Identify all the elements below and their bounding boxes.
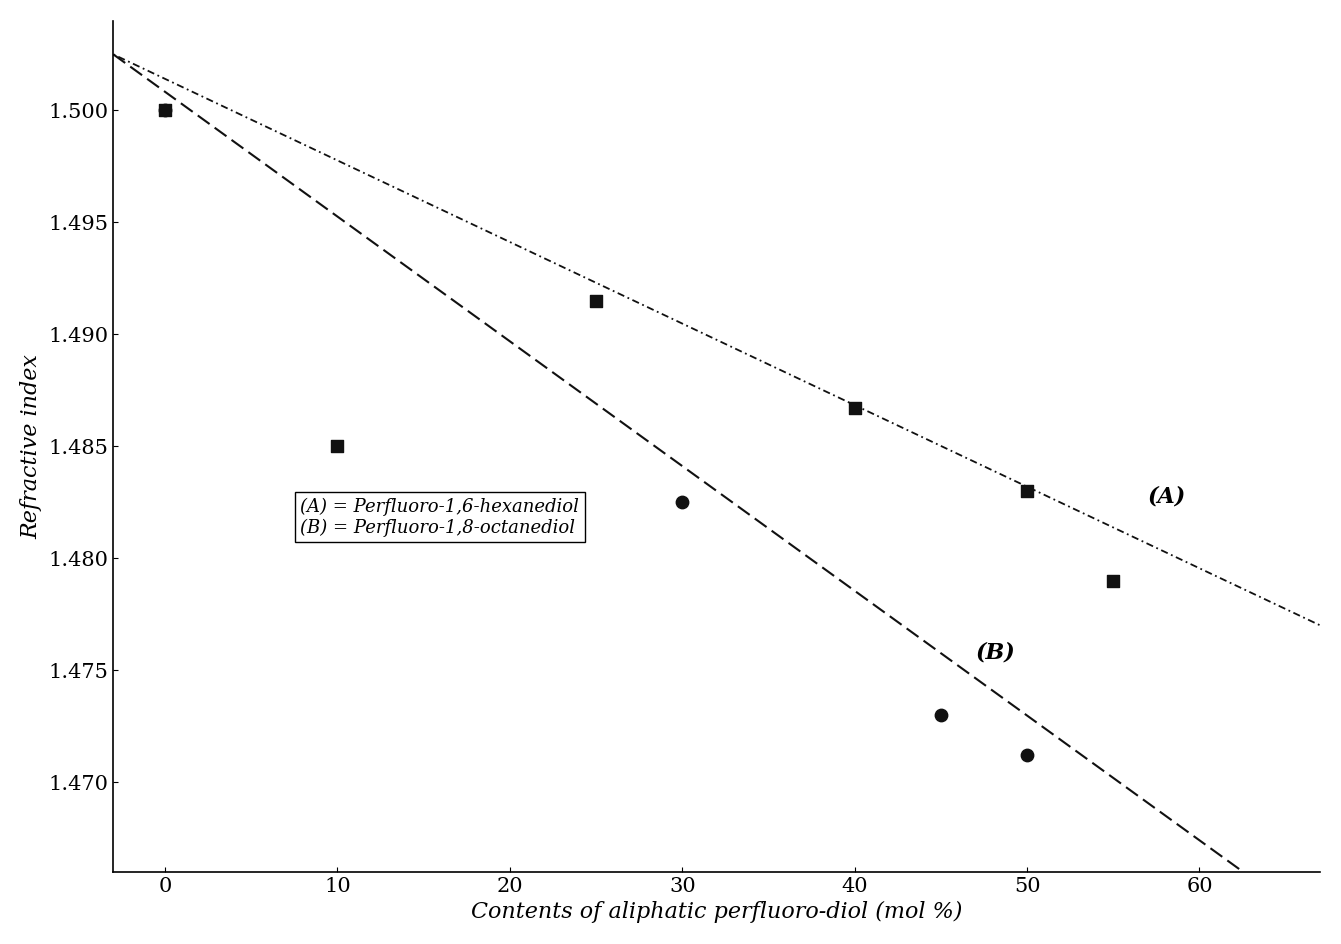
Point bbox=[672, 495, 693, 510]
Text: (A) = Perfluoro-1,6-hexanediol
(B) = Perfluoro-1,8-octanediol: (A) = Perfluoro-1,6-hexanediol (B) = Per… bbox=[300, 497, 579, 536]
Point bbox=[154, 103, 176, 118]
Point bbox=[931, 707, 952, 722]
Text: (A): (A) bbox=[1148, 485, 1185, 507]
X-axis label: Contents of aliphatic perfluoro-diol (mol %): Contents of aliphatic perfluoro-diol (mo… bbox=[471, 902, 963, 923]
Point bbox=[1102, 573, 1124, 588]
Point bbox=[327, 439, 349, 454]
Y-axis label: Refractive index: Refractive index bbox=[21, 354, 43, 539]
Point bbox=[1016, 483, 1038, 498]
Point bbox=[154, 103, 176, 118]
Point bbox=[843, 400, 865, 415]
Text: (B): (B) bbox=[975, 642, 1015, 664]
Point bbox=[1016, 748, 1038, 763]
Point bbox=[586, 294, 607, 309]
